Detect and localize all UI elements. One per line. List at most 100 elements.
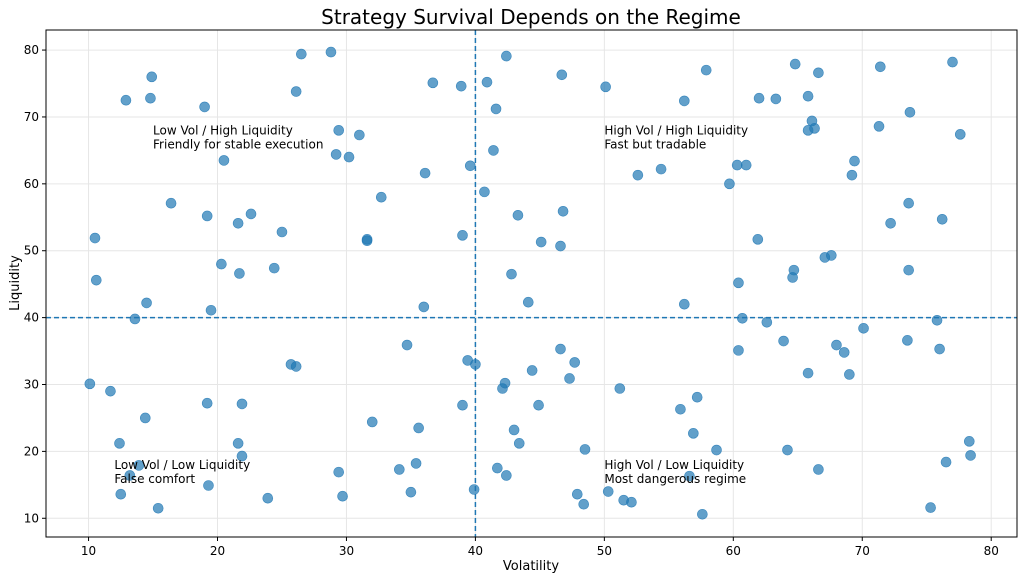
data-point bbox=[675, 403, 686, 415]
data-point bbox=[124, 470, 136, 481]
data-point bbox=[203, 480, 214, 491]
data-point bbox=[858, 323, 869, 334]
data-point bbox=[133, 460, 145, 471]
data-point bbox=[470, 359, 481, 370]
y-tick-label: 10 bbox=[24, 511, 39, 525]
data-point bbox=[571, 488, 583, 500]
annotation-text: Low Vol / High Liquidity bbox=[153, 123, 293, 137]
plot-frame bbox=[45, 29, 1018, 538]
data-point bbox=[569, 357, 580, 368]
y-tick-label: 20 bbox=[24, 444, 39, 458]
data-point bbox=[849, 155, 860, 167]
data-point bbox=[731, 159, 743, 171]
data-point bbox=[488, 145, 499, 156]
data-point bbox=[602, 486, 614, 497]
data-point bbox=[802, 367, 814, 379]
data-point bbox=[684, 470, 695, 482]
data-point bbox=[809, 123, 820, 134]
data-point bbox=[199, 101, 210, 113]
data-point bbox=[492, 462, 503, 474]
data-point bbox=[105, 385, 116, 397]
y-tick-label: 60 bbox=[24, 177, 39, 191]
data-point bbox=[579, 444, 591, 455]
data-point bbox=[405, 486, 417, 498]
data-point bbox=[337, 490, 348, 502]
data-point bbox=[770, 93, 782, 105]
data-point bbox=[697, 508, 708, 520]
data-point bbox=[165, 197, 177, 209]
annotation-text: Most dangerous regime bbox=[604, 472, 746, 486]
data-point bbox=[276, 226, 288, 238]
data-point bbox=[479, 186, 490, 198]
data-point bbox=[325, 46, 337, 58]
data-point bbox=[831, 339, 842, 351]
data-point bbox=[846, 169, 858, 181]
y-tick-label: 40 bbox=[24, 311, 39, 325]
x-tick-label: 20 bbox=[210, 544, 225, 558]
data-point bbox=[146, 71, 158, 83]
data-point bbox=[873, 121, 885, 132]
data-point bbox=[778, 335, 789, 347]
y-tick-label: 80 bbox=[24, 43, 39, 57]
data-point bbox=[557, 205, 569, 217]
data-point bbox=[268, 262, 280, 274]
data-point bbox=[564, 373, 575, 384]
data-point bbox=[501, 50, 512, 62]
data-point bbox=[761, 316, 773, 328]
x-tick-label: 50 bbox=[597, 544, 612, 558]
data-point bbox=[89, 232, 101, 244]
data-point bbox=[394, 464, 405, 475]
data-point bbox=[724, 178, 735, 190]
data-point bbox=[120, 94, 132, 106]
data-point bbox=[691, 391, 703, 403]
data-point bbox=[526, 365, 538, 376]
data-point bbox=[410, 458, 422, 469]
data-point bbox=[457, 399, 468, 411]
data-point bbox=[965, 450, 976, 461]
data-point bbox=[535, 236, 547, 248]
data-point bbox=[940, 456, 952, 468]
data-point bbox=[925, 502, 936, 513]
data-point bbox=[141, 297, 152, 309]
data-point bbox=[902, 335, 913, 346]
data-point bbox=[789, 58, 801, 70]
data-point bbox=[802, 90, 814, 102]
data-point bbox=[782, 444, 793, 456]
y-tick-label: 50 bbox=[24, 244, 39, 258]
data-points bbox=[84, 46, 976, 520]
y-axis-ticks: 10 20 30 40 50 60 70 80 bbox=[24, 43, 46, 525]
annotation-text: Friendly for stable execution bbox=[153, 137, 323, 151]
data-point bbox=[626, 496, 637, 508]
data-point bbox=[457, 230, 468, 241]
data-point bbox=[152, 502, 164, 514]
data-point bbox=[954, 129, 966, 140]
data-point bbox=[555, 240, 566, 252]
data-point bbox=[427, 77, 439, 89]
data-point bbox=[84, 378, 96, 390]
data-point bbox=[753, 92, 765, 104]
data-point bbox=[844, 369, 855, 380]
data-point bbox=[464, 160, 476, 172]
data-point bbox=[679, 95, 690, 107]
y-axis-label: Liquidity bbox=[8, 255, 23, 311]
data-point bbox=[455, 80, 467, 92]
data-point bbox=[139, 412, 151, 424]
data-point bbox=[232, 218, 244, 229]
data-point bbox=[838, 347, 850, 358]
data-point bbox=[497, 383, 508, 394]
annotation-text: Low Vol / Low Liquidity bbox=[114, 458, 250, 472]
data-point bbox=[752, 234, 764, 245]
data-point bbox=[296, 48, 307, 60]
data-point bbox=[533, 399, 544, 411]
data-point bbox=[205, 304, 217, 316]
data-point bbox=[903, 264, 914, 276]
data-point bbox=[903, 197, 914, 209]
data-point bbox=[115, 488, 127, 500]
data-point bbox=[114, 438, 125, 449]
data-point bbox=[655, 163, 667, 175]
data-point bbox=[688, 428, 699, 439]
data-point bbox=[737, 312, 748, 324]
data-point bbox=[819, 252, 831, 263]
data-point bbox=[936, 213, 948, 225]
